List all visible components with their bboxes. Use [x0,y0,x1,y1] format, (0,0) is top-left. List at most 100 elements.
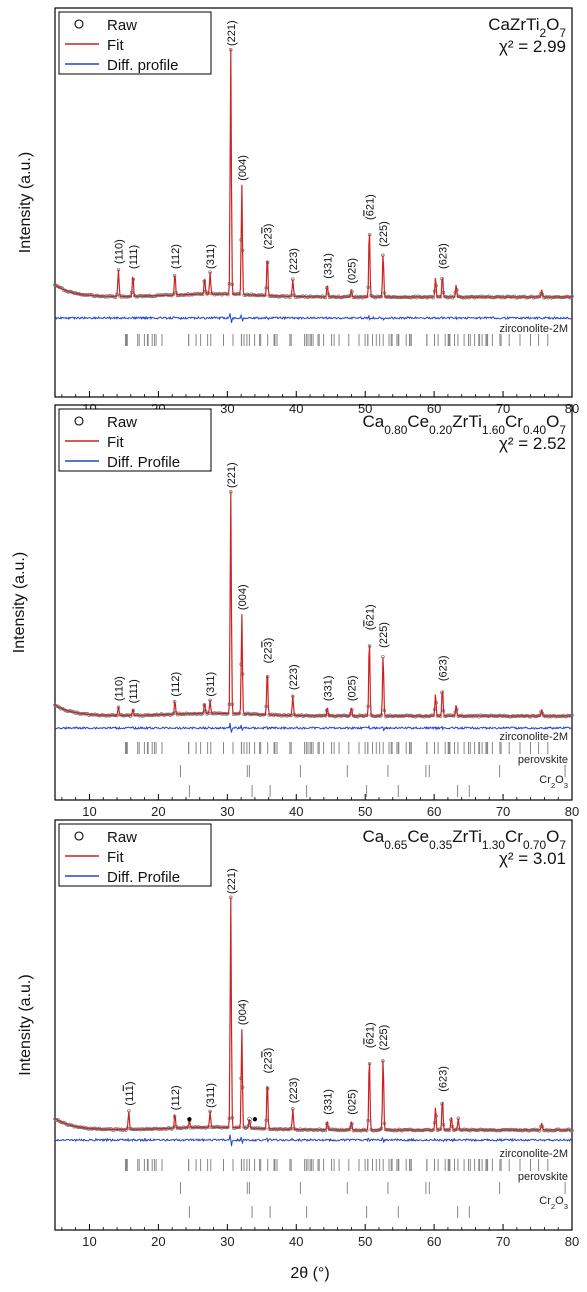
difference-line [54,313,573,323]
panel-title: CaZrTi2O7 [488,15,566,40]
hkl-label: (110) [113,239,125,264]
fit-line [54,491,572,717]
x-tick-label: 30 [220,804,234,819]
raw-point [514,295,518,300]
legend-entry: Diff. profile [107,57,178,74]
raw-point [508,714,512,719]
legend-raw-marker [74,19,84,29]
chi-squared: χ² = 2.52 [499,434,566,453]
x-tick-label: 40 [289,804,303,819]
x-tick-label: 20 [151,1234,165,1249]
legend-entry: Diff. Profile [107,869,180,886]
hkl-label: (223) [288,1078,300,1104]
raw-point [140,714,144,718]
hkl-label: (623) [437,1066,449,1092]
hkl-label: (331) [322,675,334,701]
y-axis-label: Intensity (a.u.) [11,552,28,653]
legend-entry: Raw [107,17,137,34]
phase-label: zirconolite-2M [500,1148,568,1160]
fit-line [54,897,572,1131]
phase-marker: ● [186,1114,192,1125]
phase-marker: ● [252,1114,258,1125]
legend-entry: Fit [107,37,124,54]
hkl-label: (223) [288,248,300,274]
x-tick-label: 50 [358,1234,372,1249]
legend-entry: Diff. Profile [107,454,180,471]
hkl-label: (004) [237,999,249,1025]
legend-entry: Fit [107,434,124,451]
hkl-label: (112) [170,244,182,269]
hkl-label: (111) [124,1082,136,1106]
x-tick-label: 10 [82,1234,96,1249]
raw-point [113,295,118,299]
x-tick-label: 80 [565,804,579,819]
legend-raw-marker [74,416,84,426]
hkl-label: (225) [378,1025,390,1051]
hkl-label: (111) [128,245,140,269]
hkl-label: (311) [205,1083,217,1108]
hkl-label: (110) [113,676,125,701]
difference-line [54,722,573,733]
raw-point [491,295,496,300]
hkl-label: (221) [226,462,238,488]
y-axis-label: Intensity (a.u.) [17,152,34,253]
fit-line [54,49,572,298]
raw-point [364,713,369,718]
phase-label: zirconolite-2M [500,731,568,743]
phase-label: Cr2O3 [539,1195,568,1211]
raw-point [363,713,367,718]
x-tick-label: 10 [82,804,96,819]
phase-label: perovskite [518,1171,568,1183]
x-tick-label: 70 [496,1234,510,1249]
hkl-label: (111) [128,679,140,703]
hkl-label: (623) [437,243,449,269]
hkl-label: (004) [237,584,249,610]
chi-squared: χ² = 3.01 [499,849,566,868]
raw-point [537,1128,542,1133]
hkl-label: (223) [262,638,274,664]
x-tick-label: 40 [289,1234,303,1249]
hkl-label: (621) [364,604,376,630]
hkl-label: (112) [170,1085,182,1110]
x-tick-label: 80 [565,1234,579,1249]
hkl-label: (225) [378,221,390,247]
raw-point [345,294,350,299]
x-tick-label: 60 [427,804,441,819]
raw-point [57,285,62,290]
panel-frame [54,404,573,801]
panel-frame [54,7,573,398]
panel-3: 10 20 30 40 50 60 70 80 Intensity (a.u.) (111) (11… [17,819,579,1249]
hkl-label: (025) [346,258,358,284]
y-axis-label: Intensity (a.u.) [17,974,34,1075]
legend-entry: Raw [107,414,137,431]
x-tick-label: 40 [289,401,303,416]
hkl-label: (221) [226,20,238,46]
raw-point [359,1128,363,1133]
hkl-label: (331) [322,253,334,279]
hkl-label: (331) [322,1089,334,1115]
hkl-label: (004) [237,155,249,181]
x-tick-label: 30 [220,401,234,416]
chi-squared: χ² = 2.99 [499,37,566,56]
hkl-label: (225) [378,622,390,648]
x-tick-label: 20 [151,804,165,819]
hkl-label: (221) [226,868,238,894]
hkl-label: (025) [346,1089,358,1115]
phase-marker: ○ [246,1114,252,1125]
phase-label: Cr2O3 [539,774,568,790]
x-tick-label: 30 [220,1234,234,1249]
phase-label: perovskite [518,754,568,766]
raw-point [54,284,59,288]
hkl-label: (223) [288,664,300,690]
raw-point [431,295,435,300]
hkl-label: (621) [364,194,376,220]
x-tick-label: 50 [358,804,372,819]
panel-title: Ca0.80Ce0.20ZrTi1.60Cr0.40O7 [363,412,567,437]
panel-title: Ca0.65Ce0.35ZrTi1.30Cr0.70O7 [363,827,567,852]
hkl-label: (311) [205,244,217,269]
difference-line [54,1134,573,1147]
legend-entry: Raw [107,829,137,846]
